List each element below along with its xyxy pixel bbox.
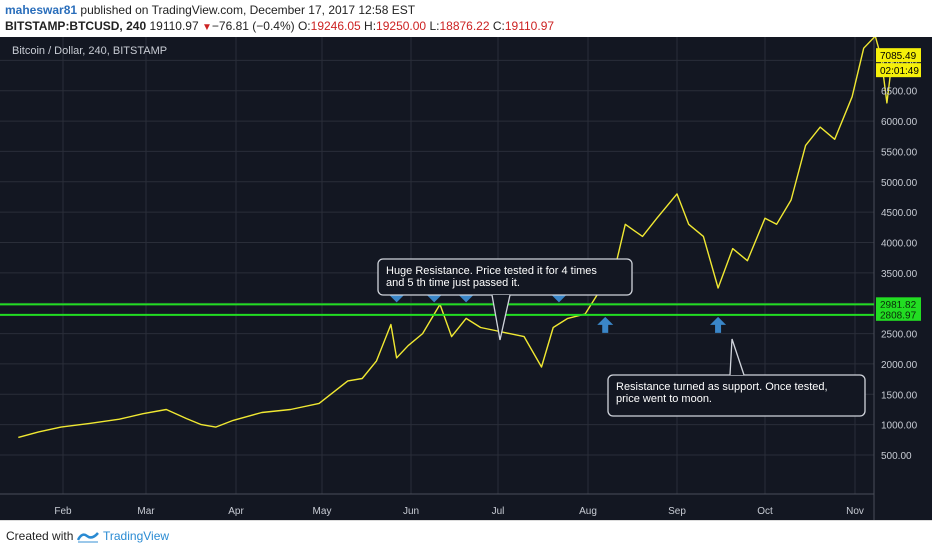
low-label: L: (429, 19, 440, 33)
ohlc-line: BITSTAMP:BTCUSD, 240 19110.97 ▼−76.81 (−… (5, 19, 554, 33)
publish-info: maheswar81 published on TradingView.com,… (5, 3, 415, 17)
x-tick-label: Jul (492, 506, 505, 517)
published-text: published on TradingView.com, December 1… (80, 3, 416, 17)
y-tick-label: 4500.00 (881, 208, 918, 219)
y-tick-label: 4000.00 (881, 239, 918, 250)
chart-title: Bitcoin / Dollar, 240, BITSTAMP (12, 45, 167, 57)
price-change: −76.81 (−0.4%) (211, 19, 295, 33)
support-annotation-text-line: Resistance turned as support. Once teste… (616, 381, 828, 393)
x-tick-label: Sep (668, 506, 686, 517)
resistance-annotation-text-line: Huge Resistance. Price tested it for 4 t… (386, 265, 597, 277)
y-tick-label: 1000.00 (881, 421, 918, 432)
x-tick-label: Mar (137, 506, 155, 517)
tradingview-logo-icon[interactable] (77, 529, 99, 543)
countdown-label: 02:01:49 (880, 66, 919, 77)
open-value: 19246.05 (310, 19, 361, 33)
x-tick-label: Apr (228, 506, 244, 517)
y-tick-label: 500.00 (881, 451, 912, 462)
level-price-tag (876, 307, 921, 321)
support-annotation-text-line: price went to moon. (616, 393, 712, 405)
up-arrow-icon (597, 316, 614, 333)
resistance-annotation-text-line: and 5 th time just passed it. (386, 277, 520, 289)
x-tick-label: Oct (757, 506, 773, 517)
high-label: H: (364, 19, 377, 33)
y-tick-label: 2500.00 (881, 330, 918, 341)
price-series-line (18, 37, 894, 439)
current-price-tag (876, 48, 921, 63)
tradingview-brand-link[interactable]: TradingView (103, 529, 170, 543)
level-price-label: 2981.82 (880, 300, 917, 311)
level-price-label: 2808.97 (880, 310, 917, 321)
resistance-annotation-pointer (491, 294, 511, 341)
y-tick-label: 2000.00 (881, 360, 918, 371)
y-tick-label: 5500.00 (881, 147, 918, 158)
y-tick-label: 6000.00 (881, 117, 918, 128)
y-tick-label: 5000.00 (881, 178, 918, 189)
countdown-tag (876, 63, 921, 78)
chart-header: maheswar81 published on TradingView.com,… (0, 0, 932, 36)
x-tick-label: Nov (846, 506, 864, 517)
x-tick-label: May (313, 506, 332, 517)
low-value: 18876.22 (439, 19, 490, 33)
close-label: C: (492, 19, 505, 33)
chart-area[interactable]: Bitcoin / Dollar, 240, BITSTAMP 500.00 100… (0, 37, 932, 520)
y-tick-label: 1500.00 (881, 390, 918, 401)
x-tick-label: Feb (54, 506, 72, 517)
level-price-tag (876, 297, 921, 311)
x-tick-label: Jun (403, 506, 419, 517)
last-price: 19110.97 (149, 19, 199, 33)
price-chart[interactable]: Bitcoin / Dollar, 240, BITSTAMP 500.00 100… (0, 37, 932, 520)
up-arrow-icon (710, 316, 727, 333)
down-triangle-icon: ▼ (201, 22, 212, 33)
symbol-label: BITSTAMP:BTCUSD, 240 (5, 19, 147, 33)
y-tick-label: 6500.00 (881, 87, 918, 98)
support-annotation-pointer (729, 338, 745, 376)
open-label: O: (297, 19, 311, 33)
x-tick-label: Aug (579, 506, 597, 517)
high-value: 19250.00 (376, 19, 427, 33)
y-tick-label: 3500.00 (881, 269, 918, 280)
close-value: 19110.97 (504, 19, 555, 33)
author-link[interactable]: maheswar81 (5, 3, 78, 17)
footer: Created with TradingView (0, 520, 932, 551)
current-price-label: 7085.49 (880, 51, 917, 62)
created-with-label: Created with (6, 529, 74, 543)
